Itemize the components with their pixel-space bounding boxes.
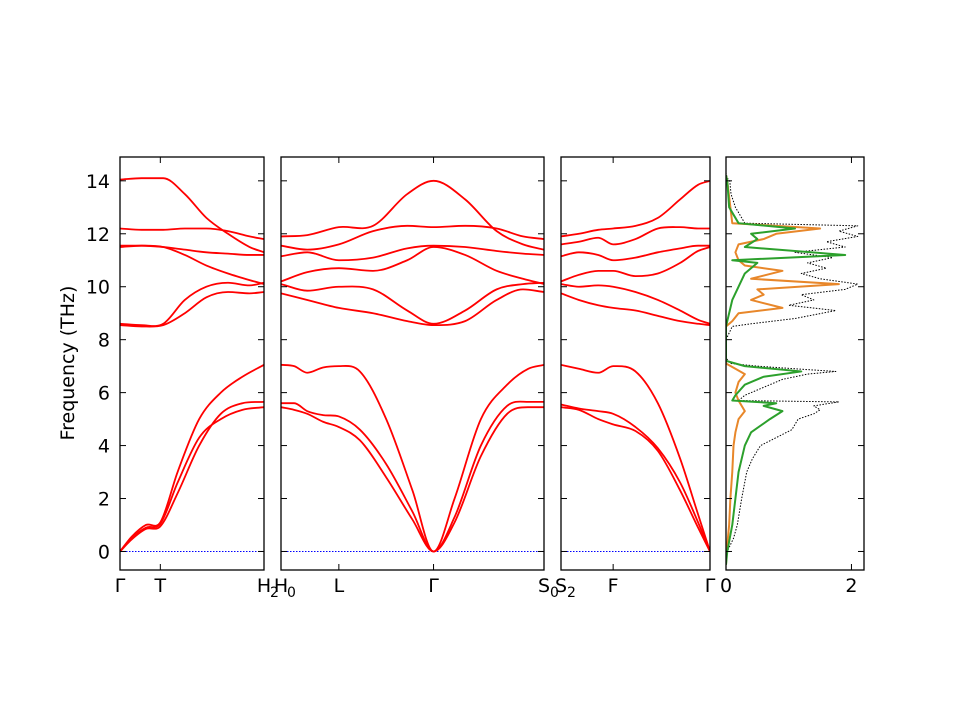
- kpoint-subscript: 0: [550, 585, 559, 601]
- band-line-6: [281, 246, 544, 285]
- kpoint-subscript: 0: [287, 585, 296, 601]
- y-tick-label: 8: [98, 330, 110, 352]
- y-tick-label: 10: [86, 277, 110, 299]
- band-line-7: [281, 244, 544, 262]
- dos-x-tick-label: 2: [845, 575, 857, 597]
- band-line-3: [561, 363, 710, 552]
- band-curves: [281, 179, 544, 553]
- panel-frame: [280, 156, 545, 571]
- band-line-7: [120, 244, 264, 256]
- dos-total-line: [726, 172, 859, 565]
- band-line-8: [281, 224, 544, 251]
- kpoint-label: T: [154, 575, 167, 597]
- band-line-9: [281, 179, 544, 251]
- y-tick-label: 6: [98, 383, 110, 405]
- kpoint-label: H: [257, 575, 271, 597]
- band-line-4: [120, 291, 264, 328]
- panel-frame: [560, 156, 711, 571]
- band-line-8: [561, 226, 710, 246]
- kpoint-label: F: [608, 575, 619, 597]
- kpoint-label: Γ: [428, 575, 439, 597]
- band-line-9: [561, 179, 710, 238]
- dos-partial-green-line: [726, 175, 847, 565]
- band-line-5: [120, 281, 264, 327]
- band-line-2: [281, 400, 544, 553]
- band-curves: [120, 177, 264, 553]
- band-panel-2: H0 L Γ S 0: [274, 156, 559, 601]
- dos-partial-orange-line: [726, 175, 840, 565]
- y-tick-label: 2: [98, 489, 110, 511]
- band-line-3: [120, 364, 264, 553]
- band-line-9: [120, 177, 264, 254]
- band-line-6: [561, 246, 710, 283]
- kpoint-label: S: [538, 575, 550, 597]
- dos-frame: [725, 156, 865, 571]
- band-line-3: [281, 363, 544, 553]
- band-line-1: [561, 406, 710, 552]
- kpoint-subscript: 2: [567, 585, 576, 601]
- dos-x-tick-label: 0: [720, 575, 732, 597]
- kpoint-label: L: [334, 575, 345, 597]
- y-axis-title: Frequency (THz): [57, 286, 79, 441]
- panel-frame: [119, 156, 265, 571]
- kpoint-subscript: 2: [270, 585, 279, 601]
- band-line-1: [120, 400, 264, 553]
- band-curves: [561, 179, 710, 552]
- y-tick-label: 0: [98, 541, 110, 563]
- kpoint-label: H: [274, 575, 288, 597]
- y-tick-label: 14: [86, 171, 110, 193]
- band-line-4: [281, 288, 544, 327]
- band-line-2: [120, 406, 264, 553]
- kpoint-label: Γ: [115, 575, 126, 597]
- band-line-5: [281, 281, 544, 325]
- band-line-1: [281, 406, 544, 553]
- band-line-2: [561, 403, 710, 552]
- dos-curves: [726, 172, 859, 565]
- y-tick-label: 12: [86, 224, 110, 246]
- band-line-5: [561, 283, 710, 325]
- band-line-8: [120, 227, 264, 240]
- band-line-7: [561, 244, 710, 262]
- kpoint-label: Γ: [705, 575, 716, 597]
- band-line-4: [561, 292, 710, 327]
- kpoint-label: S: [555, 575, 567, 597]
- y-tick-label: 4: [98, 436, 110, 458]
